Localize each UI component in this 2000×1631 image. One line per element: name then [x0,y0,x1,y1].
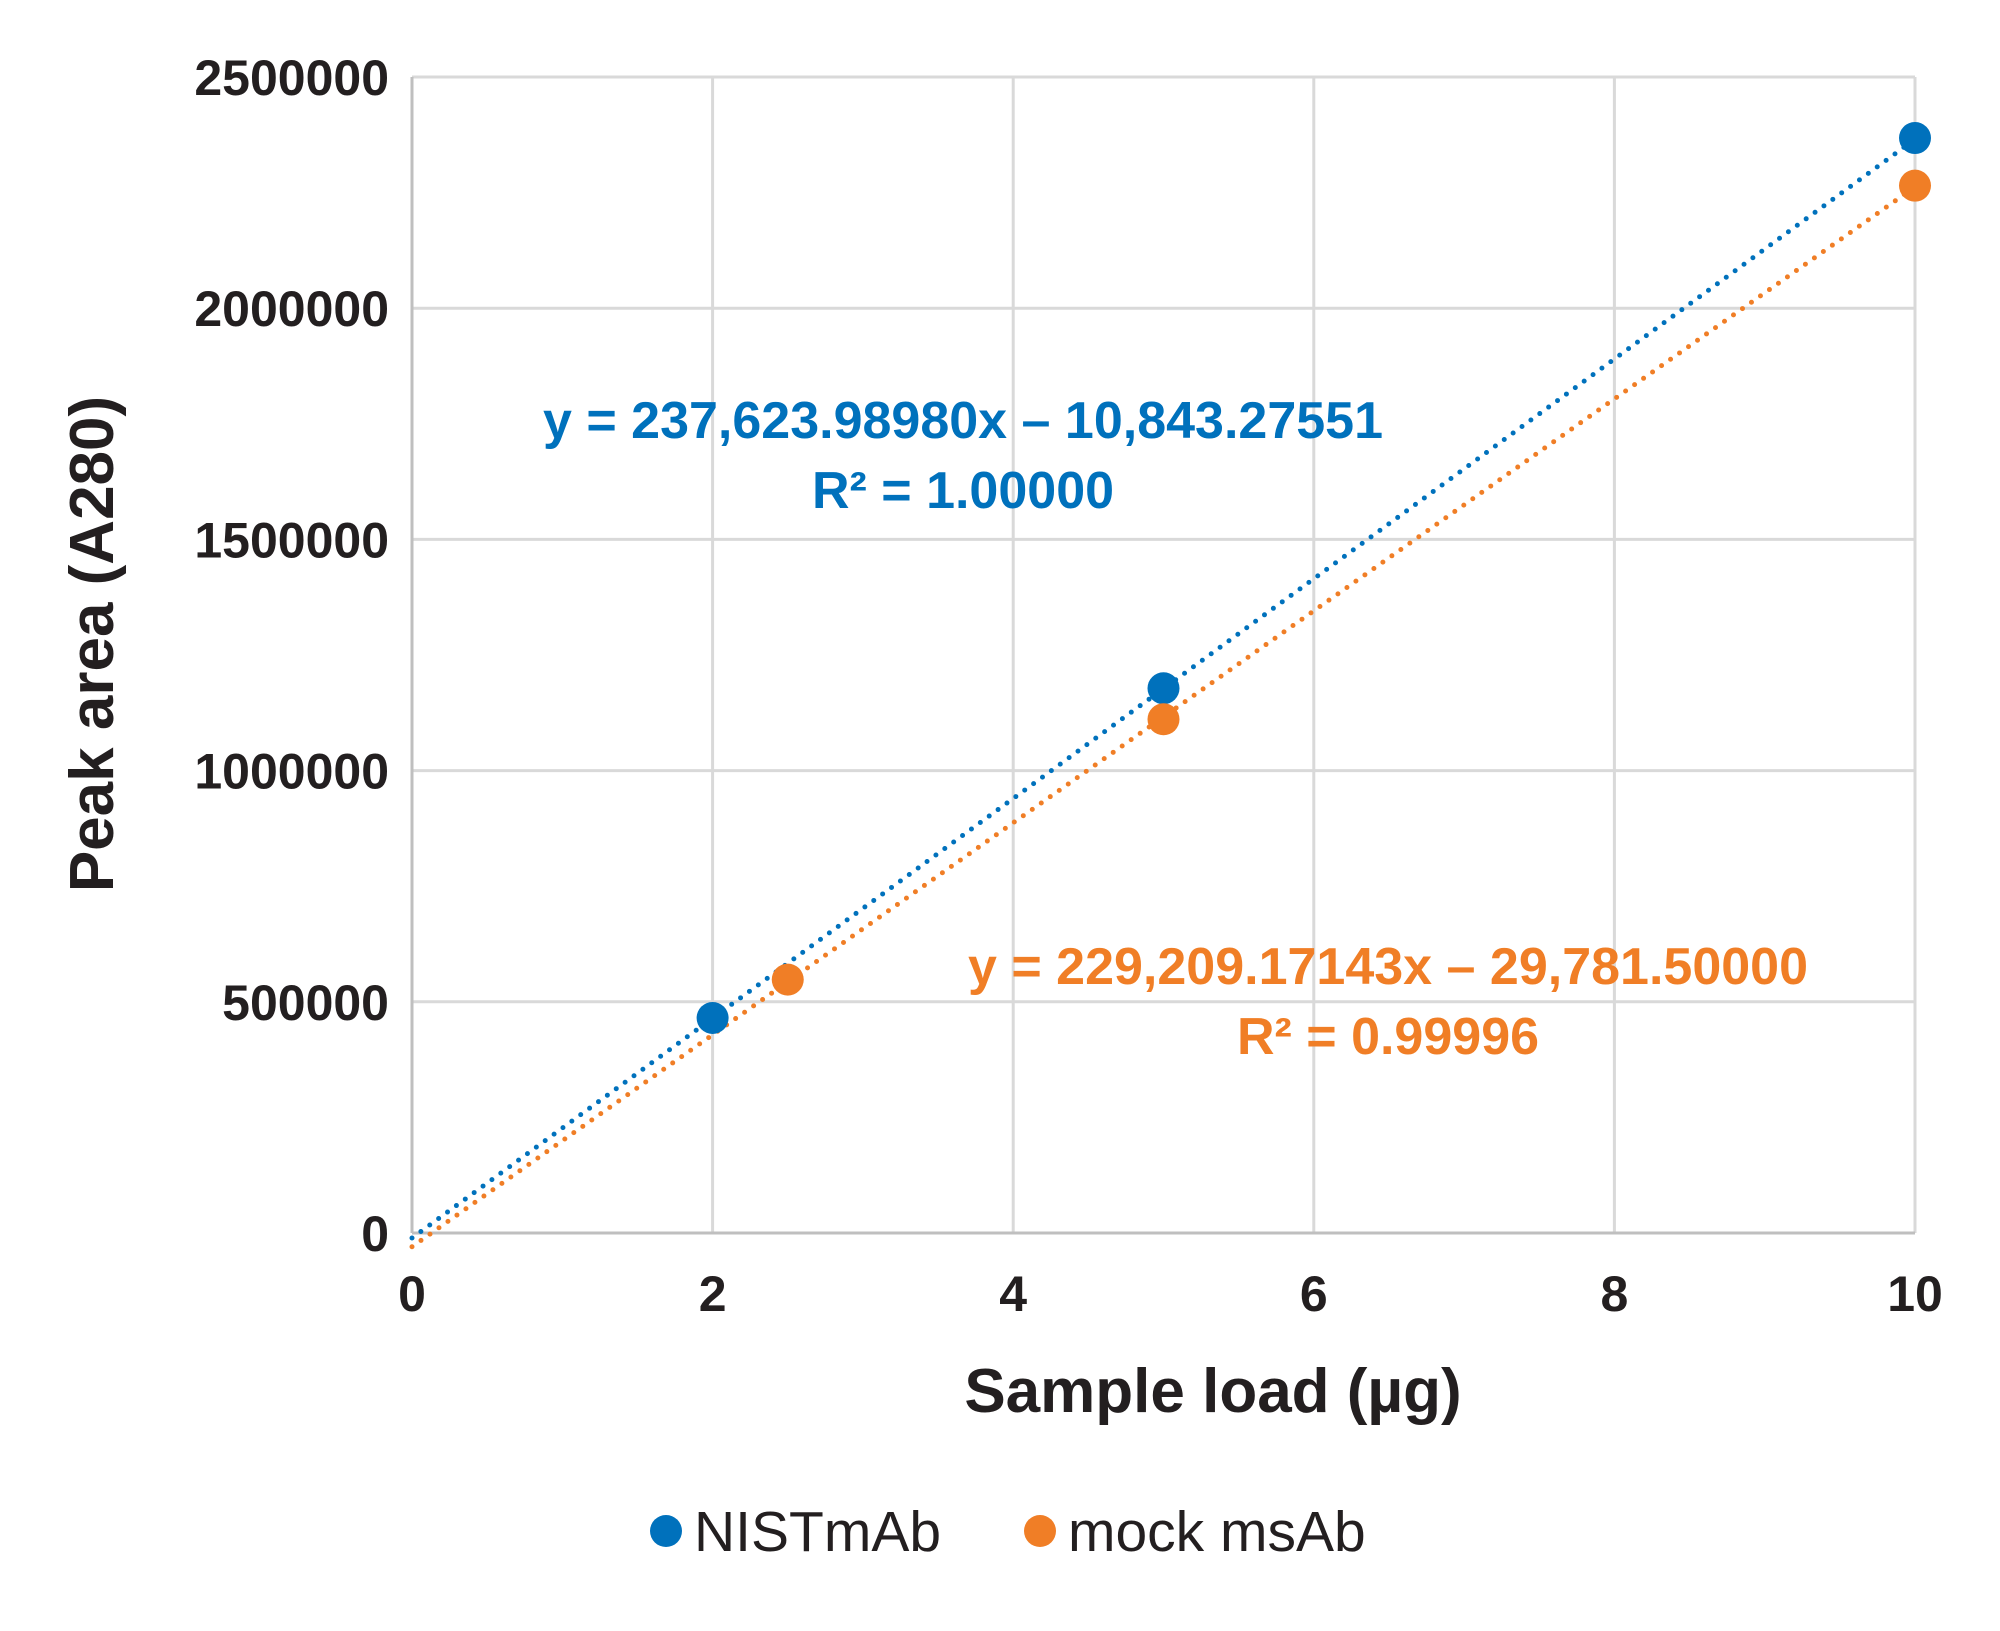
x-tick-label: 0 [398,1266,426,1322]
mock-msab-point [1899,169,1931,202]
nistmab-point [696,1001,729,1034]
nistmab-point [1899,122,1931,155]
y-tick-label: 1500000 [194,512,389,568]
y-tick-label: 500000 [222,975,389,1031]
x-axis-title: Sample load (µg) [964,1357,1461,1426]
mock-msab-point [771,963,804,996]
legend-label-nistmab: NISTmAb [694,1500,941,1564]
legend-label-mock-msab: mock msAb [1068,1500,1366,1564]
legend-marker-nistmab [650,1515,682,1547]
x-tick-label: 8 [1600,1266,1628,1322]
legend: NISTmAb mock msAb [650,1500,1366,1564]
y-tick-label: 1000000 [194,744,389,800]
data-points [696,122,1931,1034]
y-tick-label: 2000000 [194,281,389,337]
x-tick-label: 10 [1887,1266,1943,1322]
trendlines [409,136,1918,1250]
x-tick-label: 2 [699,1266,727,1322]
y-axis-title: Peak area (A280) [58,396,127,892]
nistmab-equation: y = 237,623.98980x – 10,843.27551 [543,392,1383,450]
y-tick-label: 0 [361,1206,389,1262]
mock-msab-trendline [409,184,1918,1250]
nistmab-trendline [409,136,1918,1241]
nistmab-r2: R² = 1.00000 [812,462,1114,520]
x-tick-label: 6 [1300,1266,1328,1322]
x-tick-label: 4 [999,1266,1027,1322]
legend-marker-mock-msab [1024,1515,1056,1547]
x-tick-labels: 0 2 4 6 8 10 [398,1266,1943,1322]
mock-msab-r2: R² = 0.99996 [1237,1008,1539,1066]
y-tick-label: 2500000 [194,50,389,106]
nistmab-point [1147,672,1180,705]
y-tick-labels: 0 500000 1000000 1500000 2000000 2500000 [194,50,389,1262]
grid [410,75,1917,1235]
mock-msab-point [1147,703,1180,736]
mock-msab-equation: y = 229,209.17143x – 29,781.50000 [968,938,1808,996]
